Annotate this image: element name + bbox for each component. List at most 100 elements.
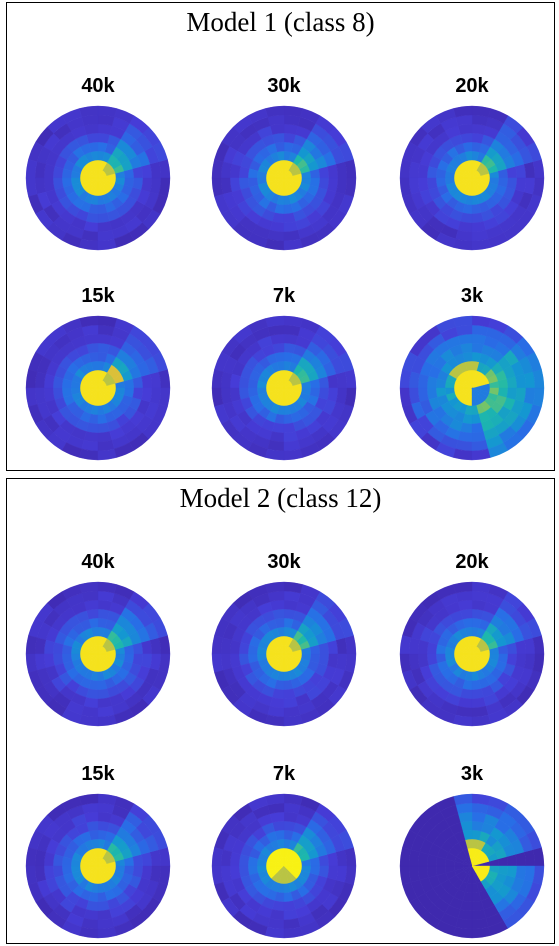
polar-bin	[141, 387, 153, 403]
plot-label: 7k	[272, 285, 296, 307]
polar-bin	[86, 212, 99, 224]
polar-bin	[515, 177, 527, 193]
polar-plot: 40k	[13, 75, 183, 255]
polar-heatmap	[399, 105, 545, 251]
polar-bin	[283, 811, 299, 823]
polar-bin	[460, 422, 473, 434]
polar-bin	[515, 865, 527, 881]
polar-heatmap	[211, 105, 357, 251]
polar-bin	[272, 422, 285, 434]
plot-label: 15k	[81, 285, 115, 307]
polar-bin	[52, 166, 64, 179]
polar-bin	[83, 221, 99, 233]
polar-bin	[515, 653, 527, 669]
polar-bin	[327, 177, 339, 193]
polar-bin	[460, 688, 473, 700]
polar-bin	[97, 123, 113, 135]
polar-bin	[141, 865, 153, 881]
polar-bin	[83, 431, 99, 443]
polar-heatmap	[25, 581, 171, 727]
plot-label: 3k	[460, 285, 484, 307]
polar-bin	[43, 163, 55, 179]
polar-bin	[471, 333, 487, 345]
polar-bin	[460, 212, 473, 224]
polar-bin	[283, 599, 299, 611]
polar-plot-grid: 40k 30k 20k 15k 7k 3k	[7, 479, 554, 943]
polar-plot: 3k	[387, 285, 557, 465]
polar-bin	[457, 909, 473, 921]
model-2-panel: Model 2 (class 12) 40k 30k 20k 15k 7k 3k	[6, 478, 555, 944]
polar-bin	[417, 851, 429, 867]
polar-bin	[269, 431, 285, 443]
plot-label: 30k	[267, 75, 301, 97]
polar-bin	[327, 387, 339, 403]
panel-title: Model 1 (class 8)	[186, 7, 375, 37]
polar-bin	[86, 688, 99, 700]
polar-bin	[283, 333, 299, 345]
polar-bin	[272, 212, 285, 224]
polar-bin	[283, 132, 296, 144]
polar-bin	[52, 642, 64, 655]
polar-bin	[229, 163, 241, 179]
polar-bin	[52, 376, 64, 389]
polar-bin	[238, 642, 250, 655]
polar-bin	[318, 865, 330, 878]
polar-heatmap	[25, 315, 171, 461]
polar-bin	[86, 900, 99, 912]
polar-bin	[506, 653, 518, 666]
polar-bin	[426, 854, 438, 867]
plot-label: 15k	[81, 763, 115, 785]
polar-bin	[229, 851, 241, 867]
polar-bin	[506, 177, 518, 190]
plot-label: 40k	[81, 75, 115, 97]
polar-plot: 3k	[387, 763, 557, 943]
polar-bin	[141, 177, 153, 193]
polar-bin	[132, 177, 144, 190]
polar-bin	[272, 688, 285, 700]
polar-heatmap	[25, 793, 171, 939]
polar-bin	[318, 387, 330, 400]
polar-plot: 7k	[199, 285, 369, 465]
polar-bin	[283, 342, 296, 354]
panel-title: Model 2 (class 12)	[179, 483, 382, 513]
polar-heatmap	[211, 793, 357, 939]
polar-bin	[417, 373, 429, 389]
polar-bin	[97, 342, 110, 354]
polar-bin	[158, 865, 171, 885]
polar-plot: 15k	[13, 285, 183, 465]
polar-bin	[158, 387, 171, 407]
polar-bin	[426, 166, 438, 179]
polar-bin	[83, 697, 99, 709]
polar-bin	[457, 431, 473, 443]
polar-bin	[471, 599, 487, 611]
polar-heatmap	[211, 581, 357, 727]
polar-bin	[515, 387, 527, 403]
polar-bin	[97, 599, 113, 611]
polar-heatmap	[399, 315, 545, 461]
polar-bin	[417, 639, 429, 655]
polar-bin	[132, 387, 144, 400]
polar-plot: 20k	[387, 551, 557, 731]
polar-bin	[272, 900, 285, 912]
polar-bin	[269, 909, 285, 921]
polar-bin	[283, 820, 296, 832]
polar-bin	[471, 342, 484, 354]
polar-bin	[238, 854, 250, 867]
polar-bin	[83, 909, 99, 921]
polar-bin	[460, 900, 473, 912]
polar-bin	[141, 653, 153, 669]
polar-bin	[52, 854, 64, 867]
polar-plot: 40k	[13, 551, 183, 731]
polar-bin	[532, 387, 545, 407]
polar-bin	[97, 132, 110, 144]
polar-bin	[43, 851, 55, 867]
polar-plot: 7k	[199, 763, 369, 943]
polar-plot: 15k	[13, 763, 183, 943]
polar-bin	[238, 166, 250, 179]
polar-heatmap	[25, 105, 171, 251]
polar-heatmap	[211, 315, 357, 461]
polar-bin	[158, 177, 171, 197]
polar-bin	[344, 387, 357, 407]
polar-plot: 20k	[387, 75, 557, 255]
plot-label: 30k	[267, 551, 301, 573]
